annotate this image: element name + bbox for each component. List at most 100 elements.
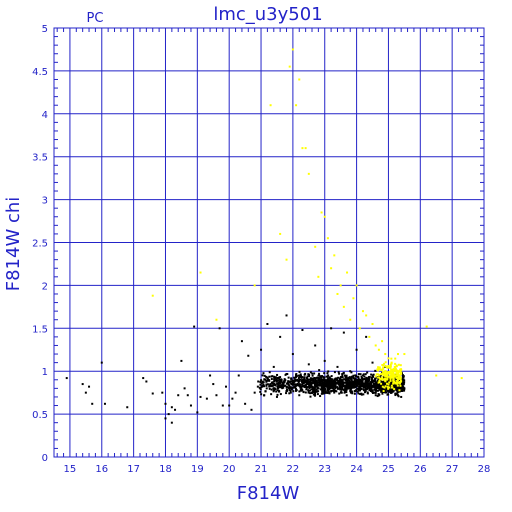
data-point-black (368, 375, 371, 378)
data-point-black (385, 391, 388, 394)
data-point-black (313, 388, 316, 391)
data-point-yellow (394, 374, 397, 377)
data-point-black (343, 391, 346, 394)
data-point-yellow (389, 366, 392, 369)
data-point-black (343, 378, 346, 381)
data-point-black (321, 375, 324, 378)
data-point-yellow (390, 357, 393, 360)
data-point-yellow (385, 371, 388, 374)
data-point-yellow (375, 373, 378, 376)
data-point-black (394, 394, 397, 397)
data-point-yellow (151, 294, 154, 297)
x-tick-label: 17 (127, 464, 140, 475)
data-point-yellow (384, 373, 387, 376)
data-point-yellow (394, 357, 397, 360)
data-point-black (373, 388, 376, 391)
data-point-black (330, 327, 333, 330)
data-point-black (261, 384, 264, 387)
data-point-black (359, 378, 362, 381)
data-point-yellow (388, 375, 391, 378)
data-point-black (259, 383, 262, 386)
data-point-yellow (199, 271, 202, 274)
data-point-black (370, 376, 373, 379)
data-point-black (341, 380, 344, 383)
data-point-yellow (395, 379, 398, 382)
data-point-black (330, 375, 333, 378)
data-point-black (365, 376, 368, 379)
data-point-black (298, 378, 301, 381)
data-point-black (327, 390, 330, 393)
data-point-yellow (320, 211, 323, 214)
data-point-yellow (279, 232, 282, 235)
data-point-black (367, 379, 370, 382)
data-point-black (325, 380, 328, 383)
data-point-black (276, 373, 279, 376)
data-point-black (351, 385, 354, 388)
data-point-black (346, 385, 349, 388)
data-point-black (279, 335, 282, 338)
data-point-black (400, 389, 403, 392)
data-point-black (374, 386, 377, 389)
data-point-black (401, 375, 404, 378)
data-point-black (314, 379, 317, 382)
data-point-black (339, 385, 342, 388)
data-point-black (360, 392, 363, 395)
data-point-black (369, 385, 372, 388)
data-point-black (316, 384, 319, 387)
data-point-black (348, 383, 351, 386)
data-point-black (317, 374, 320, 377)
data-point-black (380, 387, 383, 390)
data-point-black (353, 379, 356, 382)
data-point-yellow (392, 382, 395, 385)
data-point-black (395, 384, 398, 387)
data-point-black (193, 325, 196, 328)
data-point-black (370, 380, 373, 383)
data-point-black (310, 377, 313, 380)
data-point-black (352, 380, 355, 383)
data-point-black (342, 331, 345, 334)
data-point-black (331, 384, 334, 387)
data-point-black (320, 387, 323, 390)
data-point-black (372, 385, 375, 388)
data-point-black (347, 377, 350, 380)
data-point-black (270, 385, 273, 388)
data-point-black (315, 383, 318, 386)
data-point-yellow (378, 376, 381, 379)
data-point-black (350, 371, 353, 374)
data-point-black (274, 383, 277, 386)
data-point-yellow (395, 382, 398, 385)
data-point-black (340, 380, 343, 383)
data-point-black (383, 383, 386, 386)
data-point-black (382, 388, 385, 391)
data-point-black (273, 378, 276, 381)
data-point-black (91, 402, 94, 405)
data-point-black (340, 375, 343, 378)
data-point-black (352, 375, 355, 378)
data-point-black (335, 382, 338, 385)
data-point-black (333, 371, 336, 374)
data-point-black (346, 379, 349, 382)
data-point-black (314, 377, 317, 380)
data-point-black (285, 314, 288, 317)
data-point-black (354, 389, 357, 392)
data-point-black (310, 388, 313, 391)
data-point-yellow (317, 275, 320, 278)
data-point-black (362, 384, 365, 387)
data-point-black (349, 391, 352, 394)
data-point-black (365, 387, 368, 390)
y-tick-label: 4.5 (32, 67, 48, 78)
data-point-black (306, 380, 309, 383)
data-point-black (331, 386, 334, 389)
data-point-yellow (377, 366, 380, 369)
data-point-black (272, 389, 275, 392)
data-point-black (370, 378, 373, 381)
data-point-black (308, 389, 311, 392)
data-point-black (400, 383, 403, 386)
data-point-yellow (298, 78, 301, 81)
data-point-black (299, 375, 302, 378)
data-point-black (65, 377, 68, 380)
data-point-black (344, 379, 347, 382)
data-point-black (312, 393, 315, 396)
data-point-yellow (393, 374, 396, 377)
y-tick-label: 1 (42, 367, 48, 378)
